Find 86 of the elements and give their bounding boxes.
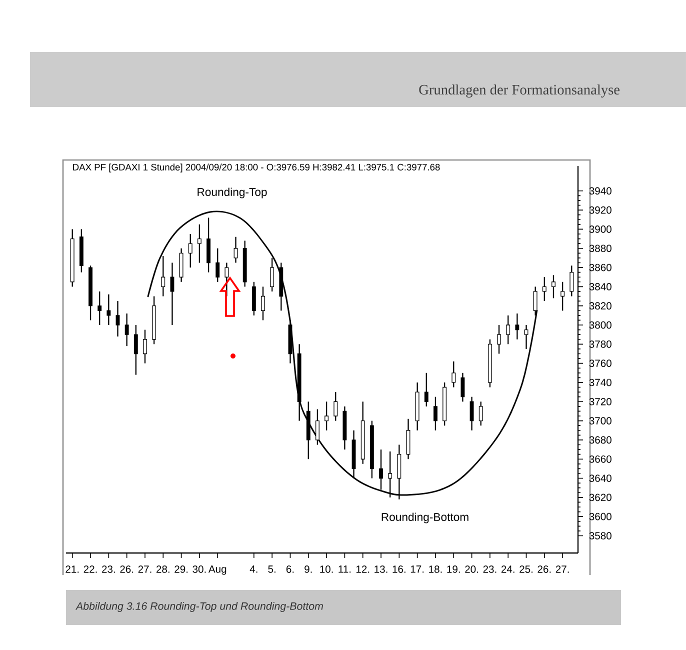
- candlestick: [470, 396, 474, 431]
- y-tick-label: 3840: [589, 283, 612, 290]
- y-tick-label: 3940: [589, 187, 612, 195]
- candlestick: [542, 276, 546, 302]
- x-tick-label: 6.: [286, 566, 294, 573]
- x-tick-label: 18.: [429, 566, 442, 573]
- candlestick: [270, 257, 274, 292]
- candlestick: [515, 312, 520, 340]
- x-tick-label: Aug: [208, 566, 226, 575]
- candlestick: [252, 281, 256, 316]
- y-tick-label: 3620: [589, 494, 612, 502]
- candlestick: [460, 372, 465, 402]
- candlestick: [560, 281, 565, 312]
- annotation: Rounding-Top: [198, 188, 267, 198]
- candlestick: [552, 274, 556, 299]
- y-tick-label: 3920: [589, 206, 612, 214]
- candlestick: [497, 324, 501, 354]
- x-tick-label: 28.: [156, 566, 170, 573]
- y-tick-label: 3700: [589, 417, 612, 424]
- candlestick: [334, 391, 338, 422]
- candlestick: [506, 314, 510, 345]
- candlestick: [161, 255, 166, 297]
- y-tick-label: 3820: [589, 302, 612, 310]
- candlestick: [124, 312, 129, 347]
- x-tick-label: 23.: [483, 566, 496, 573]
- x-tick-label: 22.: [84, 566, 97, 573]
- y-tick-label: 3660: [589, 455, 612, 463]
- x-tick-label: 27.: [138, 566, 152, 573]
- candlestick: [206, 217, 210, 273]
- candlestick: [179, 248, 184, 282]
- y-tick-label: 3640: [589, 474, 612, 482]
- y-tick-label: 3720: [589, 398, 612, 406]
- candlestick: [315, 408, 320, 446]
- candlestick: [379, 448, 383, 490]
- candlestick: [224, 262, 229, 297]
- x-tick-label: 19.: [447, 566, 460, 573]
- candlestick: [424, 372, 428, 408]
- candlestick: [98, 290, 102, 326]
- y-tick-label: 3600: [589, 512, 612, 520]
- x-tick-label: 26.: [120, 566, 134, 573]
- candlestick: [234, 236, 238, 264]
- candlestick: [324, 401, 329, 431]
- candlestick: [478, 401, 483, 426]
- x-tick-label: 5.: [268, 566, 276, 573]
- text: Abbildung 3.16 Rounding-Top und Rounding-Bottom: [75, 602, 323, 612]
- x-tick-label: 26.: [538, 566, 551, 573]
- text: Grundlagen der Formationsanalyse: [419, 84, 620, 98]
- candlestick: [570, 265, 574, 297]
- y-tick-label: 3860: [589, 264, 612, 272]
- x-tick-label: 20.: [465, 566, 478, 573]
- y-tick-label: 3680: [589, 436, 612, 444]
- x-tick-label: 16.: [392, 566, 406, 573]
- x-tick-label: 30.: [192, 566, 206, 573]
- candlestick: [197, 224, 202, 264]
- x-tick-label: 27.: [556, 566, 569, 573]
- y-tick-label: 3900: [589, 226, 612, 233]
- x-tick-label: 11.: [338, 566, 351, 573]
- x-tick-label: 17.: [410, 566, 424, 573]
- candlestick: [261, 286, 265, 321]
- annotation: Rounding-Bottom: [382, 512, 468, 524]
- y-tick-label: 3740: [589, 378, 612, 386]
- chart-subtitle: DAX PF [GDAXI 1 Stunde] 2004/09/20 18:00 - O:3976.59 H:3982.41 L:3975.1 C:3977.68: [73, 164, 440, 172]
- y-tick-label: 3780: [589, 340, 612, 348]
- x-tick-label: 21.: [66, 566, 79, 573]
- candlestick: [188, 233, 192, 268]
- candlestick: [143, 329, 147, 364]
- y-tick-label: 3760: [589, 360, 612, 367]
- candlestick: [106, 294, 111, 326]
- candlestick: [116, 300, 120, 338]
- candlestick: [524, 324, 528, 350]
- x-tick-label: 10.: [320, 566, 333, 573]
- x-tick-label: 13.: [374, 566, 388, 573]
- x-tick-label: 24.: [501, 566, 514, 573]
- y-tick-label: 3800: [589, 321, 612, 329]
- candlestick: [452, 360, 456, 388]
- x-tick-label: 12.: [356, 566, 370, 573]
- candlestick: [134, 324, 138, 376]
- candlestick: [216, 248, 220, 282]
- y-tick-label: 3580: [589, 532, 612, 540]
- x-tick-label: 23.: [102, 566, 115, 573]
- candlestick: [434, 396, 438, 431]
- x-tick-label: 9.: [304, 566, 312, 573]
- y-tick-label: 3880: [589, 244, 612, 252]
- x-tick-label: 25.: [520, 566, 532, 573]
- x-tick-label: 29.: [174, 566, 188, 573]
- x-tick-label: 4.: [250, 566, 258, 573]
